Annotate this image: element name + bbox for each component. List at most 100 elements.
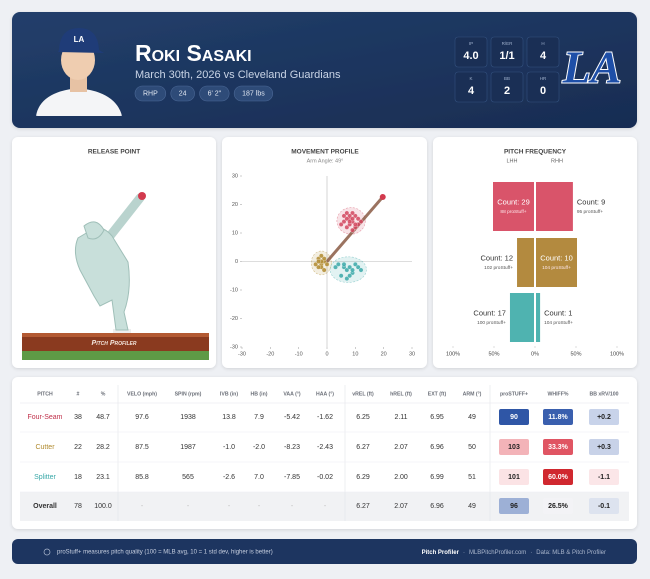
credit: · (463, 550, 465, 556)
table-cell: 103 (508, 444, 520, 451)
x-tick-label: 50% (488, 351, 499, 357)
count-label: Count: 9 (577, 197, 605, 206)
table-cell: +0.2 (597, 414, 611, 421)
stat-box (526, 36, 560, 68)
pitch-point (350, 216, 355, 222)
table-cell: Four-Seam (27, 414, 62, 421)
stuff-label: 102 proStuff+ (484, 265, 513, 271)
table-cell: - (324, 503, 327, 510)
count-label: Count: 12 (481, 253, 514, 262)
table-cell: -5.42 (284, 414, 300, 421)
column-header: VELO (mph) (127, 391, 157, 397)
column-header: ARM (°) (463, 391, 482, 397)
table-cell: 7.0 (254, 474, 264, 481)
pitch-point (321, 267, 327, 273)
pitch-point (324, 261, 330, 267)
credit: Data: MLB & Pitch Profiler (536, 550, 606, 556)
table-cell: 6.96 (430, 503, 444, 510)
info-icon (43, 548, 51, 556)
panel-title: PITCH FREQUENCY (504, 149, 567, 156)
stuff-label: 100 proStuff+ (477, 320, 506, 326)
stat-label: R/ER (502, 41, 514, 46)
table-cell: 11.8% (548, 414, 568, 421)
pitch-point (350, 267, 355, 273)
tags: RHP 24 6' 2" 187 lbs (134, 85, 274, 102)
watermark: Pitch Profiler (92, 340, 137, 347)
tag: 6' 2" (208, 90, 222, 97)
table-cell: - (228, 503, 231, 510)
tag-pill (134, 85, 167, 102)
column-header: % (101, 391, 106, 397)
table-cell: 100.0 (94, 503, 112, 510)
column-header: proSTUFF+ (500, 391, 528, 397)
y-tick-label: -20 (230, 316, 238, 322)
stat-label: HR (540, 76, 547, 81)
stat-label: BB (504, 76, 510, 81)
pitch-point (358, 219, 364, 224)
x-tick-label: -20 (266, 351, 274, 357)
table-cell: 28.2 (96, 444, 110, 451)
table-cell: 87.5 (135, 444, 149, 451)
pitcher-figure (22, 192, 209, 360)
metric-cell (499, 498, 529, 514)
table-cell: - (258, 503, 261, 510)
stat-value: 4.0 (463, 50, 478, 62)
stat-box (454, 36, 488, 68)
table-cell: 13.8 (222, 414, 236, 421)
table-cell: -0.02 (317, 474, 333, 481)
table-cell: 60.0% (548, 474, 569, 481)
tag-pill (170, 85, 195, 102)
stat-value: 0 (540, 85, 546, 97)
freq-bar (509, 293, 534, 342)
stuff-label: 104 proStuff+ (544, 320, 573, 326)
pitch-point (347, 264, 353, 270)
table-cell: 38 (74, 414, 82, 421)
pitch-point (355, 216, 361, 222)
column-header: WHIFF% (547, 391, 568, 397)
table-cell: -2.6 (223, 474, 235, 481)
stat-box (490, 36, 524, 68)
metric-cell (589, 469, 619, 485)
table-cell: 565 (182, 474, 194, 481)
arm-angle: Arm Angle: 49° (307, 158, 344, 164)
y-tick-label: 10 (232, 230, 238, 236)
column-header: HAA (°) (316, 391, 334, 397)
y-tick-label: 30 (232, 173, 238, 179)
pitch-point (350, 227, 355, 233)
column-header: hREL (ft) (390, 391, 412, 397)
table-cell: +0.3 (597, 444, 611, 451)
pitch-point (358, 267, 364, 273)
stat-label: H (541, 41, 544, 46)
column-header: # (77, 391, 80, 397)
table-cell: 2.11 (394, 414, 407, 421)
tag: 24 (179, 90, 187, 97)
table-cell: -8.23 (284, 444, 300, 451)
table-cell: 85.8 (135, 474, 149, 481)
pitch-point (344, 210, 350, 216)
metric-cell (543, 498, 573, 514)
footer-credits: Pitch Profiler · MLBPitchProfiler.com · Data… (422, 550, 606, 556)
pitch-point (333, 264, 338, 270)
table-cell: 97.6 (135, 414, 149, 421)
y-tick-label: 0 (235, 259, 238, 265)
count-label: Count: 1 (544, 308, 572, 317)
tag-pill (199, 85, 230, 102)
stat-value: 1/1 (499, 50, 514, 62)
table-cell: -1.0 (223, 444, 235, 451)
team-logo: LA (562, 42, 622, 93)
game-subtitle: March 30th, 2026 vs Cleveland Guardians (135, 69, 341, 81)
column-header: BB xRV/100 (589, 391, 618, 397)
table-cell: -7.85 (284, 474, 300, 481)
table-cell: 18 (74, 474, 82, 481)
table-cell: 6.96 (430, 444, 444, 451)
x-tick-label: 100% (610, 351, 624, 357)
credit: Pitch Profiler (422, 550, 460, 556)
table-card (12, 377, 637, 529)
metric-cell (499, 409, 529, 425)
stat-value: 4 (540, 50, 547, 62)
table-cell: 1987 (180, 444, 196, 451)
stat-label: K (469, 76, 472, 81)
arm-ball (379, 193, 386, 200)
column-header: VAA (°) (283, 391, 301, 397)
table-cell: -2.43 (317, 444, 333, 451)
